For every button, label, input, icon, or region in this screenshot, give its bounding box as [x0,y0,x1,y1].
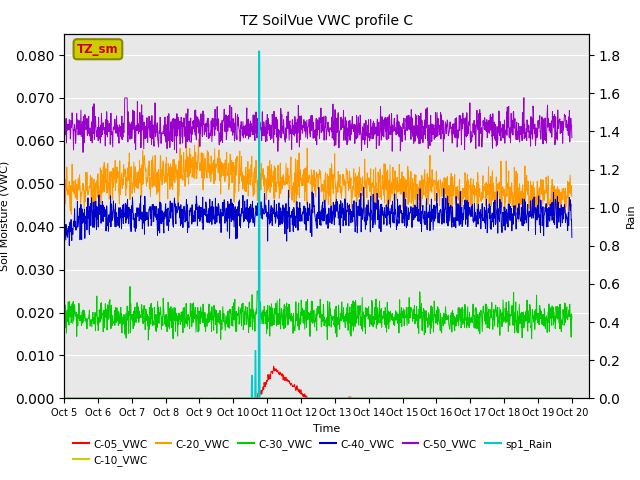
C-50_VWC [173,133,181,139]
C-40_VWC [65,243,73,249]
C-05_VWC [397,396,404,401]
C-20_VWC [60,197,68,203]
C-10_VWC [397,395,405,401]
C-30_VWC [568,315,576,321]
C-05_VWC [270,363,278,369]
C-30_VWC [60,317,68,323]
sp1_Rain [230,396,237,401]
C-50_VWC [173,150,180,156]
C-30_VWC [161,313,169,319]
C-50_VWC [230,120,238,126]
C-40_VWC [161,216,169,221]
sp1_Rain [463,396,471,401]
C-20_VWC [515,219,522,225]
C-20_VWC [182,132,190,138]
C-30_VWC [508,310,516,315]
C-05_VWC [568,396,576,401]
Line: C-05_VWC: C-05_VWC [64,366,572,398]
C-40_VWC [230,224,238,230]
Line: C-20_VWC: C-20_VWC [64,135,572,222]
C-10_VWC [508,395,516,401]
C-20_VWC [161,180,168,185]
C-40_VWC [508,216,516,222]
sp1_Rain [508,396,516,401]
C-10_VWC [161,395,168,401]
C-10_VWC [568,395,576,401]
C-20_VWC [397,176,404,182]
C-30_VWC [230,309,238,314]
Title: TZ SoilVue VWC profile C: TZ SoilVue VWC profile C [240,14,413,28]
C-05_VWC [463,396,471,401]
C-50_VWC [60,115,68,120]
sp1_Rain [397,396,404,401]
C-50_VWC [508,128,516,133]
C-10_VWC [230,396,238,401]
sp1_Rain [255,48,262,54]
C-05_VWC [230,396,237,401]
C-05_VWC [508,396,516,401]
C-30_VWC [463,310,471,316]
C-50_VWC [397,140,404,146]
sp1_Rain [161,396,168,401]
C-05_VWC [60,396,68,401]
C-40_VWC [60,237,68,242]
C-30_VWC [126,284,134,289]
C-40_VWC [173,208,181,214]
C-20_VWC [508,180,516,186]
C-20_VWC [568,193,576,199]
C-40_VWC [360,184,367,190]
C-40_VWC [397,210,405,216]
C-05_VWC [173,396,180,401]
C-30_VWC [397,312,405,317]
C-50_VWC [161,133,168,139]
X-axis label: Time: Time [313,424,340,433]
sp1_Rain [60,396,68,401]
C-50_VWC [463,111,471,117]
Line: sp1_Rain: sp1_Rain [64,51,572,398]
C-20_VWC [463,179,471,185]
Legend: C-05_VWC, C-10_VWC, C-20_VWC, C-30_VWC, C-40_VWC, C-50_VWC, sp1_Rain: C-05_VWC, C-10_VWC, C-20_VWC, C-30_VWC, … [69,434,556,470]
C-50_VWC [568,135,576,141]
sp1_Rain [173,396,180,401]
Y-axis label: Soil Moisture (VWC): Soil Moisture (VWC) [0,161,9,271]
C-10_VWC [180,395,188,401]
C-20_VWC [173,177,180,183]
C-10_VWC [173,395,180,401]
C-40_VWC [463,207,471,213]
C-10_VWC [463,395,471,401]
C-05_VWC [161,396,168,401]
C-10_VWC [283,396,291,401]
Text: TZ_sm: TZ_sm [77,43,119,56]
Line: C-40_VWC: C-40_VWC [64,187,572,246]
Line: C-30_VWC: C-30_VWC [64,287,572,340]
C-10_VWC [60,396,68,401]
C-40_VWC [568,235,576,240]
Line: C-50_VWC: C-50_VWC [64,98,572,153]
C-30_VWC [145,337,152,343]
C-50_VWC [520,95,528,101]
sp1_Rain [568,396,576,401]
Y-axis label: Rain: Rain [626,204,636,228]
C-30_VWC [174,333,182,339]
C-20_VWC [230,199,238,205]
